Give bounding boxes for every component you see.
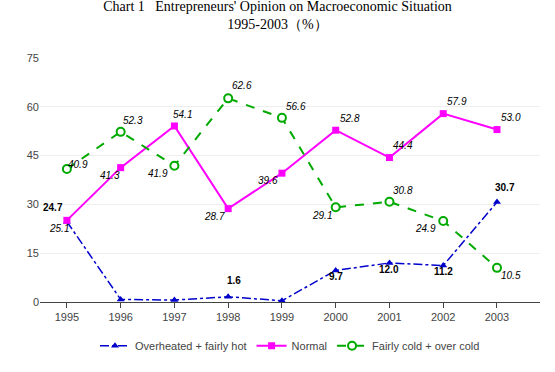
svg-text:Chart 1 Entrepreneurs' Opini: Chart 1 Entrepreneurs' Opinion on Macroe… xyxy=(103,0,452,32)
svg-text:62.6: 62.6 xyxy=(232,80,252,91)
svg-text:45: 45 xyxy=(27,149,39,161)
svg-text:2002: 2002 xyxy=(431,311,455,323)
svg-text:1.6: 1.6 xyxy=(227,275,241,286)
svg-text:1998: 1998 xyxy=(216,311,240,323)
svg-text:29.1: 29.1 xyxy=(312,210,332,221)
svg-text:Overheated + fairly hot: Overheated + fairly hot xyxy=(135,340,247,352)
svg-text:30: 30 xyxy=(27,198,39,210)
svg-text:75: 75 xyxy=(27,52,39,64)
svg-text:30.7: 30.7 xyxy=(495,182,515,193)
svg-text:Normal: Normal xyxy=(292,340,327,352)
svg-text:1999: 1999 xyxy=(270,311,294,323)
svg-text:15: 15 xyxy=(27,247,39,259)
svg-text:2001: 2001 xyxy=(377,311,401,323)
svg-text:24.9: 24.9 xyxy=(415,223,436,234)
svg-text:0: 0 xyxy=(33,296,39,308)
svg-text:1995: 1995 xyxy=(55,311,79,323)
svg-text:10.5: 10.5 xyxy=(501,270,521,281)
svg-text:12.0: 12.0 xyxy=(379,264,399,275)
svg-text:44.4: 44.4 xyxy=(393,140,413,151)
svg-text:1997: 1997 xyxy=(162,311,186,323)
svg-text:1996: 1996 xyxy=(108,311,132,323)
svg-text:60: 60 xyxy=(27,101,39,113)
svg-text:24.7: 24.7 xyxy=(43,202,63,213)
svg-text:2003: 2003 xyxy=(485,311,509,323)
svg-text:25.1: 25.1 xyxy=(49,223,69,234)
svg-text:53.0: 53.0 xyxy=(501,112,521,123)
svg-text:52.8: 52.8 xyxy=(340,113,360,124)
svg-text:54.1: 54.1 xyxy=(173,109,192,120)
svg-text:52.3: 52.3 xyxy=(123,115,143,126)
svg-text:30.8: 30.8 xyxy=(393,185,413,196)
svg-text:41.9: 41.9 xyxy=(148,168,168,179)
svg-text:Fairly cold + over cold: Fairly cold + over cold xyxy=(372,340,479,352)
svg-text:39.6: 39.6 xyxy=(258,175,278,186)
svg-text:11.2: 11.2 xyxy=(434,266,453,277)
svg-text:41.3: 41.3 xyxy=(100,170,120,181)
svg-text:40.9: 40.9 xyxy=(68,159,88,170)
svg-text:56.6: 56.6 xyxy=(286,101,306,112)
svg-text:57.9: 57.9 xyxy=(447,96,467,107)
svg-text:9.7: 9.7 xyxy=(329,271,343,282)
svg-text:28.7: 28.7 xyxy=(204,211,225,222)
svg-text:2000: 2000 xyxy=(323,311,347,323)
